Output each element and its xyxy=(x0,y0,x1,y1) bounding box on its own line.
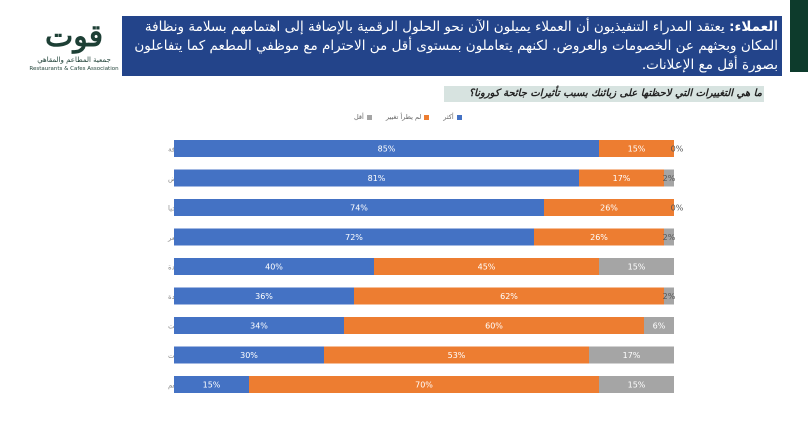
bar-more-quality xyxy=(174,258,374,275)
header-text: العملاء: يعتقد المدراء التنفيذيون أن الع… xyxy=(128,18,778,75)
data-label-no-change-ads: 53% xyxy=(448,351,466,360)
data-label-less-new-products: 2% xyxy=(663,292,676,301)
bar-no-change-brands xyxy=(344,317,644,334)
data-label-more-new-products: 36% xyxy=(255,292,273,301)
legend-label-less: أقل xyxy=(354,113,364,121)
data-label-no-change-tech: 26% xyxy=(600,204,618,213)
bar-less-ads xyxy=(589,346,674,364)
data-label-no-change-discounts: 17% xyxy=(613,174,631,183)
header-body: يعتقد المدراء التنفيذيون أن العملاء يميل… xyxy=(134,19,778,73)
bar-no-change-new-products xyxy=(354,287,664,305)
data-label-more-tech: 74% xyxy=(350,204,368,213)
legend-swatch-no-change xyxy=(424,114,430,120)
bar-less-discounts xyxy=(664,169,674,187)
bar-no-change-price xyxy=(534,228,664,246)
right-edge-strip xyxy=(790,0,808,72)
legend-swatch-less xyxy=(366,114,372,120)
logo-subtitle-english: Restaurants & Cafes Association xyxy=(29,66,119,72)
bar-no-change-quality xyxy=(374,258,599,275)
bar-more-price xyxy=(174,228,534,246)
data-label-more-safety: 85% xyxy=(378,145,396,154)
data-label-more-discounts: 81% xyxy=(368,174,386,183)
bar-less-quality xyxy=(599,258,674,275)
data-label-less-brands: 6% xyxy=(653,322,666,331)
bar-more-staff-respect xyxy=(174,376,249,393)
logo-wordmark: قوت xyxy=(44,19,104,54)
data-label-less-tech: 0% xyxy=(671,204,684,213)
legend-item-no-change: لم يطرأ تغيير xyxy=(385,111,430,123)
legend-item-more: أكثر xyxy=(443,111,462,123)
data-label-no-change-staff-respect: 70% xyxy=(415,381,433,390)
data-label-more-brands: 34% xyxy=(250,322,268,331)
data-label-no-change-safety: 15% xyxy=(628,145,646,154)
legend-swatch-more xyxy=(456,114,462,120)
association-logo: قوت جمعية المطاعم والمقاهي Restaurants &… xyxy=(26,14,122,78)
data-label-no-change-brands: 60% xyxy=(485,322,503,331)
data-label-no-change-new-products: 62% xyxy=(500,292,518,301)
chart-legend: أكثر لم يطرأ تغيير أقل xyxy=(354,111,462,123)
bar-no-change-safety xyxy=(599,140,674,157)
legend-label-no-change: لم يطرأ تغيير xyxy=(385,113,422,121)
data-label-less-price: 2% xyxy=(663,233,676,242)
legend-label-more: أكثر xyxy=(443,113,454,121)
data-label-more-ads: 30% xyxy=(240,351,258,360)
data-label-no-change-quality: 45% xyxy=(478,263,496,272)
legend-item-less: أقل xyxy=(354,111,372,123)
data-label-less-discounts: 2% xyxy=(663,174,676,183)
data-label-less-staff-respect: 15% xyxy=(628,381,646,390)
bar-more-safety xyxy=(174,140,599,157)
data-label-less-safety: 0% xyxy=(671,145,684,154)
data-label-no-change-price: 26% xyxy=(590,233,608,242)
header-label: العملاء: xyxy=(729,19,778,35)
chart-title: ما هي التغييرات التي لاحظتها على زبائنك … xyxy=(444,86,764,102)
bar-less-staff-respect xyxy=(599,376,674,393)
bar-more-new-products xyxy=(174,287,354,305)
data-label-more-price: 72% xyxy=(345,233,363,242)
logo-subtitle-arabic: جمعية المطاعم والمقاهي xyxy=(37,56,111,64)
bar-less-brands xyxy=(644,317,674,334)
header-banner xyxy=(122,16,782,76)
bar-more-discounts xyxy=(174,169,579,187)
bar-less-price xyxy=(664,228,674,246)
data-label-less-ads: 17% xyxy=(623,351,641,360)
bar-no-change-discounts xyxy=(579,169,664,187)
bar-more-brands xyxy=(174,317,344,334)
bar-less-new-products xyxy=(664,287,674,305)
data-label-more-staff-respect: 15% xyxy=(203,381,221,390)
bar-no-change-tech xyxy=(544,199,674,216)
bar-no-change-staff-respect xyxy=(249,376,599,393)
data-label-less-quality: 15% xyxy=(628,263,646,272)
bar-more-ads xyxy=(174,346,324,364)
bar-no-change-ads xyxy=(324,346,589,364)
data-label-more-quality: 40% xyxy=(265,263,283,272)
bar-more-tech xyxy=(174,199,544,216)
